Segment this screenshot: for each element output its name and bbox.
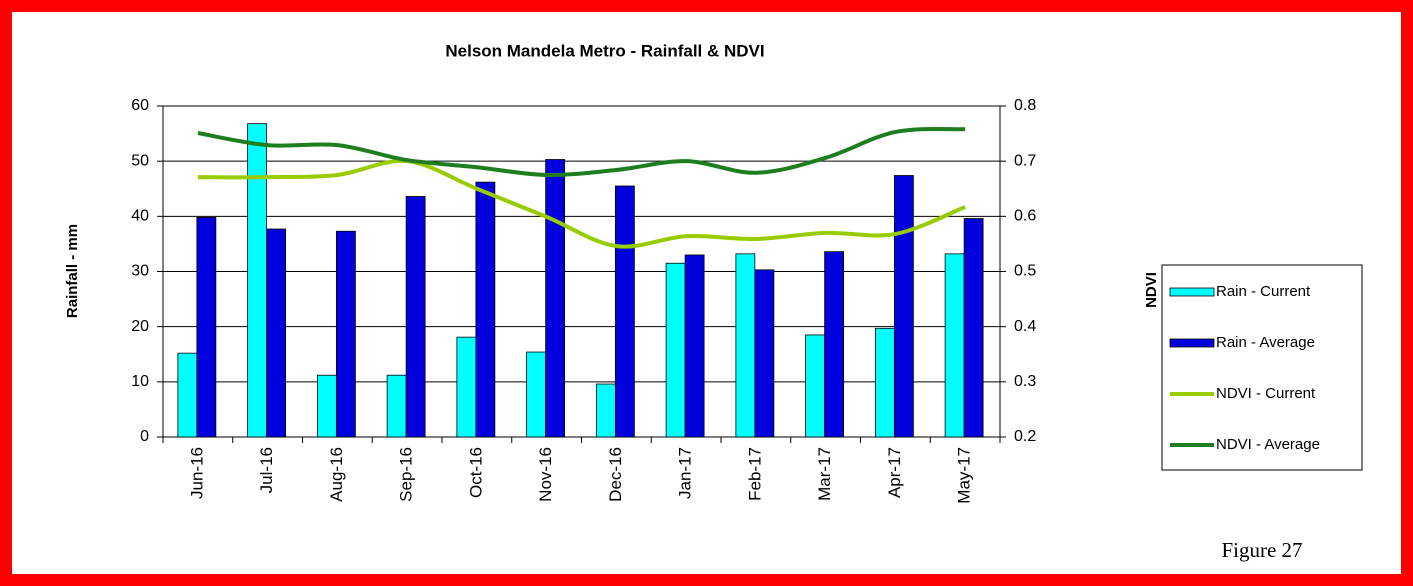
- line: [197, 126, 966, 177]
- y2-tick-label: 0.2: [1014, 428, 1036, 445]
- x-tick-label: Jan-17: [676, 447, 695, 499]
- y2-tick-label: 0.5: [1014, 263, 1036, 280]
- figure-caption: Figure 27: [1221, 538, 1302, 562]
- x-tick-label: Nov-16: [536, 447, 555, 502]
- bar: [874, 327, 895, 438]
- bar: [456, 336, 477, 438]
- line: [197, 158, 966, 249]
- x-tick-label: Apr-17: [885, 447, 904, 498]
- bar: [526, 351, 547, 438]
- bar: [614, 185, 635, 438]
- legend-label: NDVI - Current: [1216, 385, 1316, 402]
- x-tick-label: Feb-17: [745, 447, 764, 501]
- legend-label: Rain - Current: [1216, 283, 1311, 300]
- bar: [335, 230, 356, 438]
- y2-axis-label: NDVI: [1143, 272, 1160, 308]
- x-tick-label: Jun-16: [187, 447, 206, 499]
- x-tick-label: May-17: [955, 447, 974, 504]
- bar: [944, 253, 965, 438]
- legend-label: NDVI - Average: [1216, 436, 1320, 453]
- legend-box: [1161, 264, 1363, 471]
- bar: [754, 269, 775, 438]
- y2-tick-label: 0.3: [1014, 373, 1036, 390]
- bar: [405, 196, 426, 438]
- bar: [735, 253, 756, 438]
- bar: [475, 181, 496, 438]
- bar: [386, 374, 407, 438]
- x-tick-label: Sep-16: [397, 447, 416, 502]
- bar: [805, 334, 826, 438]
- y2-tick-label: 0.8: [1014, 97, 1036, 114]
- y-tick-label: 40: [131, 208, 149, 225]
- x-tick-label: Jul-16: [257, 447, 276, 493]
- bar: [595, 383, 616, 438]
- bar: [893, 175, 914, 438]
- legend-label: Rain - Average: [1216, 334, 1315, 351]
- y2-tick-label: 0.7: [1014, 152, 1036, 169]
- y-tick-label: 0: [140, 428, 149, 445]
- bar: [316, 374, 337, 438]
- bar: [824, 251, 845, 438]
- bar: [196, 217, 217, 438]
- y2-tick-label: 0.6: [1014, 208, 1036, 225]
- bar: [665, 262, 686, 438]
- y2-tick-label: 0.4: [1014, 318, 1036, 335]
- bar: [684, 254, 705, 438]
- y-tick-label: 30: [131, 263, 149, 280]
- bar: [247, 123, 268, 438]
- bar: [177, 352, 198, 438]
- chart-title: Nelson Mandela Metro - Rainfall & NDVI: [445, 41, 764, 60]
- legend-swatch: [1169, 287, 1215, 297]
- x-tick-label: Mar-17: [815, 447, 834, 501]
- y-axis-label: Rainfall - mm: [64, 224, 81, 318]
- x-tick-label: Dec-16: [606, 447, 625, 502]
- legend-swatch: [1169, 338, 1215, 348]
- x-tick-label: Oct-16: [466, 447, 485, 498]
- y-tick-label: 20: [131, 318, 149, 335]
- x-tick-label: Aug-16: [327, 447, 346, 502]
- bar: [545, 159, 566, 438]
- y-tick-label: 50: [131, 152, 149, 169]
- bar: [266, 228, 287, 438]
- y-tick-label: 10: [131, 373, 149, 390]
- y-tick-label: 60: [131, 97, 149, 114]
- bar: [963, 218, 984, 438]
